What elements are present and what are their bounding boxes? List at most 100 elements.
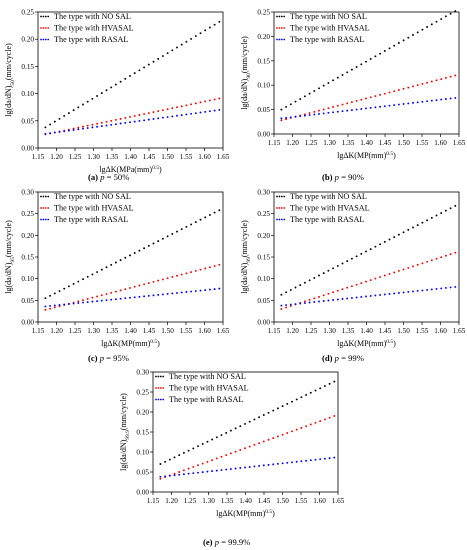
y-tick-label: 0.05: [21, 117, 34, 125]
data-point: [124, 256, 127, 259]
legend-marker: [280, 38, 283, 41]
data-point: [114, 118, 117, 121]
legend-marker: [162, 398, 165, 401]
y-tick-label: 0.15: [136, 429, 149, 437]
x-axis-label: lgΔK(MP(mm)0.5): [101, 339, 160, 348]
data-point: [369, 106, 372, 109]
data-point: [314, 421, 317, 424]
data-point: [100, 121, 103, 124]
series-1: [280, 10, 457, 111]
data-point: [218, 209, 221, 212]
x-axis-label: lgΔK(MP(mm)0.5): [337, 339, 396, 348]
data-point: [159, 475, 162, 478]
data-point: [397, 89, 400, 91]
data-point: [383, 240, 386, 243]
data-point: [114, 298, 117, 301]
data-point: [421, 221, 424, 224]
legend-label: The type with NO SAL: [290, 192, 367, 201]
data-point: [407, 86, 410, 89]
data-point: [267, 411, 270, 414]
data-point: [157, 57, 160, 60]
x-tick-label: 1.60: [198, 327, 211, 335]
legend-marker: [40, 27, 42, 29]
data-point: [421, 262, 424, 265]
y-tick-label: 0.15: [21, 254, 34, 262]
x-tick-label: 1.50: [397, 139, 410, 147]
data-point: [218, 97, 221, 100]
x-tick-label: 1.25: [69, 327, 82, 335]
data-point: [426, 26, 429, 28]
data-point: [341, 103, 344, 106]
data-point: [161, 278, 164, 281]
legend-marker: [283, 27, 286, 29]
x-tick-label: 1.40: [360, 327, 373, 335]
data-point: [215, 436, 218, 439]
data-point: [365, 60, 367, 63]
data-point: [96, 271, 99, 273]
data-point: [440, 256, 443, 259]
data-point: [133, 252, 136, 254]
data-point: [190, 37, 193, 40]
data-point: [313, 297, 316, 300]
data-point: [397, 42, 400, 44]
data-point: [192, 472, 195, 475]
data-point: [194, 290, 197, 292]
data-point: [213, 23, 216, 26]
panel-caption: (c) p = 95%: [88, 353, 129, 363]
series-1: [280, 204, 457, 296]
data-point: [308, 112, 311, 115]
y-tick-label: 0.25: [21, 210, 34, 218]
data-point: [197, 464, 199, 467]
data-point: [199, 32, 202, 35]
data-point: [199, 111, 202, 114]
y-tick-label: 0.25: [136, 389, 149, 397]
data-point: [308, 301, 311, 304]
y-tick-label: 0.05: [257, 297, 270, 305]
data-point: [336, 264, 339, 267]
data-point: [82, 301, 84, 304]
data-point: [369, 96, 372, 99]
data-point: [328, 382, 331, 385]
y-axis-label: lg(da/dN)95(mm/cycle): [4, 220, 16, 294]
x-tick-label: 1.25: [305, 139, 318, 147]
data-point: [215, 457, 218, 460]
data-point: [171, 276, 174, 278]
series-3: [280, 285, 457, 307]
x-axis-label-main: lgΔK(MP(mm): [337, 151, 386, 160]
x-axis-label-sup: 0.5: [152, 165, 159, 171]
data-point: [253, 443, 256, 446]
x-axis-label: lgΔK(MP(mm)0.5): [337, 151, 396, 160]
data-point: [58, 304, 61, 306]
data-point: [110, 86, 113, 89]
data-point: [285, 105, 288, 108]
x-tick-label: 1.50: [161, 327, 174, 335]
panel-caption: (a) p = 50%: [88, 172, 129, 182]
data-point: [213, 265, 216, 267]
data-point: [77, 300, 80, 303]
data-point: [129, 121, 131, 124]
data-point: [426, 288, 429, 291]
data-point: [286, 432, 289, 434]
data-point: [49, 132, 52, 135]
data-point: [166, 116, 169, 118]
data-point: [280, 108, 283, 111]
legend-label: The type with HVASAL: [290, 204, 370, 213]
legend-marker: [278, 38, 281, 41]
data-point: [161, 116, 164, 119]
data-point: [374, 245, 377, 248]
legend-marker: [40, 15, 42, 18]
data-point: [91, 273, 94, 276]
caption-value: = 99.9%: [219, 537, 250, 547]
data-point: [58, 290, 61, 292]
data-point: [239, 467, 242, 469]
data-point: [336, 104, 339, 107]
data-point: [114, 83, 117, 86]
legend-marker: [155, 387, 157, 389]
x-tick-label: 1.50: [397, 327, 410, 335]
data-point: [299, 97, 302, 100]
y-tick-label: 0.15: [21, 63, 34, 71]
x-tick-label: 1.55: [180, 327, 193, 335]
x-tick-label: 1.60: [198, 153, 211, 161]
legend-marker: [283, 38, 286, 41]
legend-label: The type with NO SAL: [290, 12, 367, 21]
